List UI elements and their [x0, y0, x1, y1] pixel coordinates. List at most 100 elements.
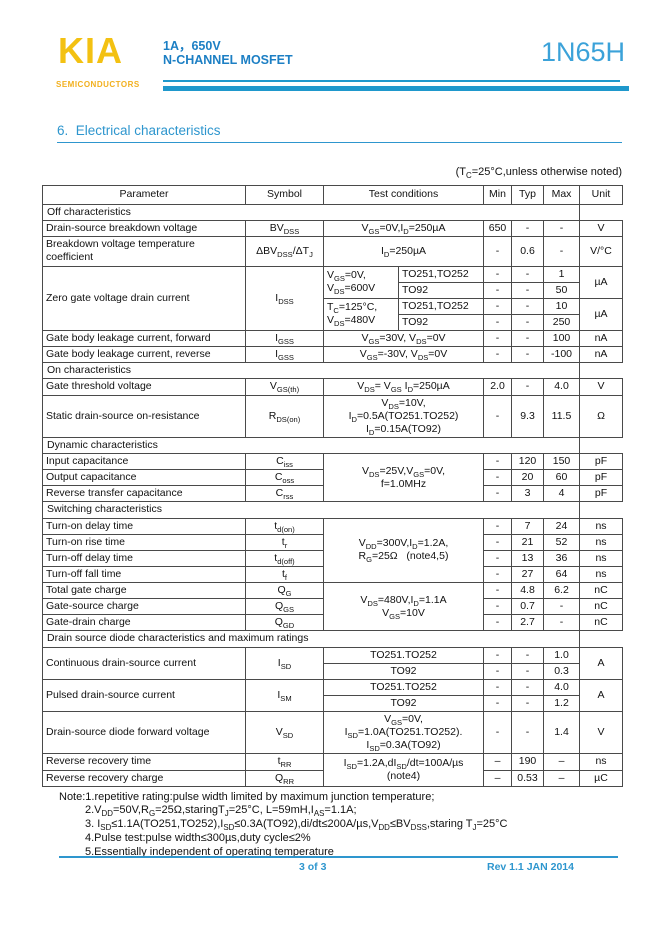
spec-cell: TO251,TO252 — [398, 297, 484, 315]
spec-cell: - — [483, 485, 512, 503]
spec-cell: - — [483, 346, 512, 364]
spec-cell: - — [511, 281, 544, 299]
spec-cell: - — [483, 710, 512, 755]
header-rule-thick — [163, 86, 629, 91]
spec-cell: Static drain-source on-resistance — [42, 394, 246, 438]
spec-cell: Turn-on rise time — [42, 533, 246, 551]
spec-cell: ISM — [245, 678, 324, 713]
spec-cell: 0.3 — [543, 662, 580, 680]
spec-cell: - — [483, 694, 512, 713]
spec-cell: - — [483, 549, 512, 567]
spec-cell: pF — [579, 452, 623, 471]
notes-block: Note:1.repetitive rating:pulse width lim… — [42, 791, 622, 860]
spec-cell: - — [483, 394, 512, 438]
table-row: Continuous drain-source current ISD TO251.… — [42, 646, 623, 680]
product-type: N-CHANNEL MOSFET — [163, 53, 293, 67]
spec-cell: - — [483, 329, 512, 348]
spec-cell: IGSS — [245, 329, 324, 348]
spec-cell: Total gate charge — [42, 581, 246, 600]
condition-note: (TC=25°C,unless otherwise noted) — [455, 166, 622, 181]
spec-cell: Breakdown voltage temperature coefficien… — [42, 236, 246, 267]
table-area: Parameter Symbol Test conditions Min Typ Max U… — [42, 185, 623, 860]
revision-label: Rev 1.1 JAN 2014 — [487, 861, 574, 873]
spec-cell: 1 — [543, 265, 580, 283]
spec-cell: - — [511, 378, 544, 396]
spec-cell: 100 — [543, 329, 580, 348]
spec-cell: Pulsed drain-source current — [42, 678, 246, 713]
column-header: Parameter — [42, 185, 246, 205]
spec-cell: VDS= VGS ID=250µA — [323, 378, 484, 396]
spec-cell: 4.0 — [543, 378, 580, 396]
spec-cell: 190 — [511, 753, 544, 771]
spec-cell: tr — [245, 533, 324, 551]
spec-cell: TC=125°C, VDS=480V — [323, 297, 399, 332]
spec-cell: 0.7 — [511, 598, 544, 616]
spec-cell: VGS=0V, ISD=1.0A(TO251.TO252). ISD=0.3A(TO… — [323, 710, 484, 755]
spec-cell: - — [543, 614, 580, 632]
note-line: 4.Pulse test:pulse width≤300µs,duty cycl… — [85, 832, 311, 845]
spec-cell: Drain-source breakdown voltage — [42, 220, 246, 238]
spec-cell: 250 — [543, 313, 580, 332]
spec-cell: 4 — [543, 485, 580, 503]
column-header: Unit — [579, 185, 623, 205]
spec-cell: VSD — [245, 710, 324, 755]
spec-cell: ns — [579, 565, 623, 584]
spec-cell: ISD=1.2A,dISD/dt=100A/µs (note4) — [323, 753, 484, 787]
spec-cell: 2.0 — [483, 378, 512, 396]
spec-cell: Gate-source charge — [42, 598, 246, 616]
spec-cell: IDSS — [245, 265, 324, 331]
spec-cell: nC — [579, 614, 623, 632]
spec-cell: – — [483, 769, 512, 787]
spec-cell: - — [483, 265, 512, 283]
table-row: Pulsed drain-source current ISM TO251.TO25… — [42, 678, 623, 713]
spec-cell: - — [483, 452, 512, 471]
spec-cell: – — [483, 753, 512, 771]
table-row: TO92- -1.2 — [43, 694, 623, 713]
spec-cell: Reverse recovery charge — [42, 769, 246, 787]
spec-cell: V — [579, 220, 623, 238]
spec-cell: TO251.TO252 — [323, 646, 484, 664]
spec-cell: - — [483, 236, 512, 267]
spec-cell: 650 — [483, 220, 512, 238]
table-row: Gate threshold voltage VGS(th) VDS= VGS ID… — [42, 378, 623, 396]
spec-cell: - — [511, 297, 544, 315]
spec-cell: Input capacitance — [42, 452, 246, 471]
spec-cell: - — [483, 313, 512, 332]
spec-cell: - — [483, 517, 512, 535]
spec-cell: - — [511, 346, 544, 364]
table-row: Gate body leakage current, reverse IGSS VG… — [42, 346, 623, 364]
spec-cell: Gate body leakage current, reverse — [42, 346, 246, 364]
spec-cell: ISD — [245, 646, 324, 680]
spec-cell: QRR — [245, 769, 324, 787]
spec-cell: - — [483, 614, 512, 632]
spec-cell: - — [543, 598, 580, 616]
section-header-cell: On characteristics — [42, 362, 580, 380]
section-header-cell: Off characteristics — [42, 203, 580, 222]
spec-cell: - — [483, 581, 512, 600]
brand-logo-text: KIA — [58, 30, 123, 71]
table-row: Breakdown voltage temperature coefficien… — [42, 236, 623, 267]
spec-cell: - — [483, 662, 512, 680]
spec-table-body: Off characteristics Drain-source breakdow… — [42, 203, 623, 787]
table-row: Switching characteristics — [42, 501, 623, 519]
spec-table-header: Parameter Symbol Test conditions Min Typ Max U… — [42, 185, 623, 205]
spec-cell: 36 — [543, 549, 580, 567]
spec-cell: µC — [579, 769, 623, 787]
spec-cell: 64 — [543, 565, 580, 584]
spec-cell: VGS=30V, VDS=0V — [323, 329, 484, 348]
table-row: Gate-drain charge QGD -2.7- nC — [42, 614, 623, 632]
spec-cell: 10 — [543, 297, 580, 315]
spec-cell: - — [511, 662, 544, 680]
spec-cell: ns — [579, 533, 623, 551]
spec-cell: Crss — [245, 485, 324, 503]
spec-cell: - — [511, 710, 544, 755]
spec-cell: ns — [579, 753, 623, 771]
table-row: Drain-source diode forward voltage VSD VGS… — [42, 710, 623, 755]
spec-table: Parameter Symbol Test conditions Min Typ Max U… — [42, 185, 623, 787]
spec-cell: 52 — [543, 533, 580, 551]
spec-cell: tRR — [245, 753, 324, 771]
note-line: Note:1.repetitive rating:pulse width lim… — [59, 790, 435, 803]
footer-rule — [59, 856, 618, 858]
table-row: On characteristics — [42, 362, 623, 380]
spec-cell: V — [579, 710, 623, 755]
